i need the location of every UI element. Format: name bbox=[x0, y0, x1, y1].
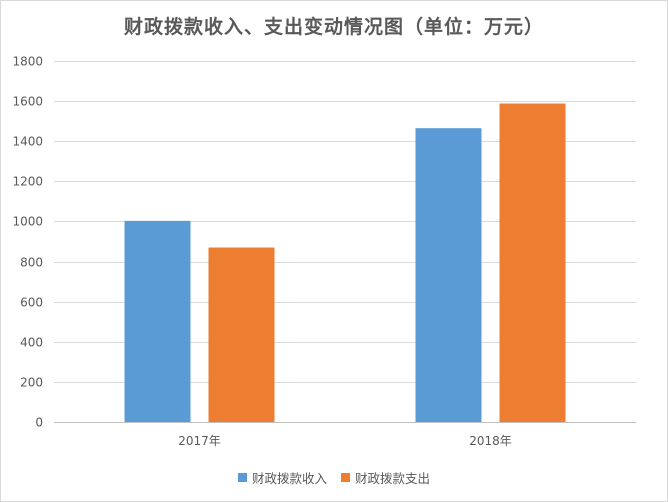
bar-expense-2 bbox=[499, 103, 566, 423]
y-tick-label: 1000 bbox=[12, 215, 43, 229]
y-tick-label: 600 bbox=[20, 296, 43, 310]
y-axis: 0 200 400 600 800 1000 1200 1400 1600 1800 bbox=[12, 55, 43, 430]
y-tick-label: 800 bbox=[20, 256, 43, 270]
x-tick-label: 2017年 bbox=[178, 434, 221, 448]
chart-title: 财政拨款收入、支出变动情况图（单位：万元） bbox=[123, 16, 544, 38]
bar-income-2 bbox=[415, 128, 482, 423]
bar-income-1 bbox=[124, 220, 191, 422]
y-tick-label: 400 bbox=[20, 336, 43, 350]
legend-swatch bbox=[237, 473, 247, 482]
legend-item-expense: 财政拨款支出 bbox=[341, 468, 430, 487]
bars bbox=[124, 103, 566, 423]
y-tick-label: 1600 bbox=[12, 95, 43, 109]
legend-label: 财政拨款收入 bbox=[251, 471, 327, 486]
bar-expense-1 bbox=[208, 247, 275, 422]
legend-label: 财政拨款支出 bbox=[355, 471, 431, 486]
y-tick-label: 1800 bbox=[12, 55, 43, 69]
legend: 财政拨款收入 财政拨款支出 bbox=[0, 468, 668, 487]
x-axis: 2017年 2018年 bbox=[178, 434, 512, 448]
legend-item-income: 财政拨款收入 bbox=[237, 468, 327, 487]
legend-swatch bbox=[341, 473, 350, 482]
y-tick-label: 0 bbox=[35, 416, 43, 430]
x-tick-label: 2018年 bbox=[469, 434, 512, 448]
y-tick-label: 1200 bbox=[12, 175, 43, 189]
y-tick-label: 1400 bbox=[12, 135, 43, 149]
y-tick-label: 200 bbox=[20, 376, 43, 390]
